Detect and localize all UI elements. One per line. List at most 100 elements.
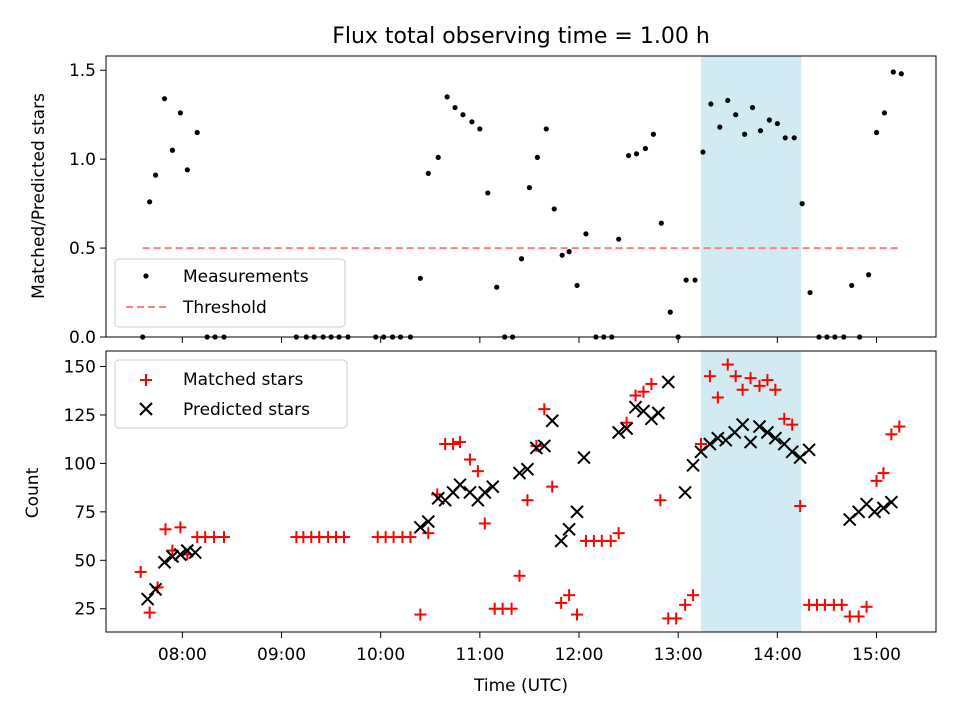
count-y-tick-label: 50 xyxy=(74,551,96,571)
measurement-point xyxy=(633,151,640,157)
highlight-span xyxy=(700,351,802,632)
predicted-marker-b xyxy=(686,458,700,473)
predicted-marker-b xyxy=(619,421,634,436)
matched-star-point xyxy=(134,565,147,578)
count-y-tick-label: 100 xyxy=(64,454,96,474)
predicted-star-point xyxy=(486,479,500,494)
x-tick-label: 10:00 xyxy=(356,645,405,665)
measurement-point xyxy=(435,154,441,160)
count-y-tick-label: 125 xyxy=(64,406,96,426)
matched-star-point xyxy=(870,474,883,487)
predicted-marker-b xyxy=(157,555,172,569)
x-tick-label: 12:00 xyxy=(555,645,604,665)
legend-matched-label: Matched stars xyxy=(183,370,303,390)
legend-predicted-marker xyxy=(139,402,153,416)
matched-star-point xyxy=(159,523,172,536)
predicted-marker-b xyxy=(431,491,445,505)
predicted-marker-b xyxy=(628,400,643,414)
predicted-marker-b xyxy=(735,417,750,432)
predicted-star-point xyxy=(520,462,535,476)
measurement-point xyxy=(890,69,896,75)
matched-star-point xyxy=(505,602,518,615)
predicted-marker-b xyxy=(188,545,202,560)
matched-star-point xyxy=(521,494,534,507)
matched-star-point xyxy=(538,403,551,416)
measurement-point xyxy=(725,97,731,104)
predicted-marker-b xyxy=(520,462,535,476)
measurement-point xyxy=(782,135,788,141)
measurement-point xyxy=(757,128,764,134)
ratio-y-tick-label: 1.5 xyxy=(69,61,96,81)
measurement-point xyxy=(873,129,880,136)
predicted-marker-b xyxy=(140,592,155,606)
measurement-point xyxy=(444,94,450,100)
measurement-point xyxy=(708,101,714,107)
predicted-star-point xyxy=(661,375,675,389)
predicted-marker-b xyxy=(529,441,544,455)
measurement-point xyxy=(742,131,748,137)
matched-star-point xyxy=(513,569,526,582)
ratio-legend: Measurements Threshold xyxy=(114,258,346,328)
predicted-star-point xyxy=(884,495,899,509)
matched-star-point xyxy=(670,612,683,625)
predicted-star-point xyxy=(876,501,891,515)
predicted-marker-b xyxy=(678,485,692,500)
predicted-marker-b xyxy=(777,437,791,451)
matched-star-point xyxy=(637,385,650,398)
predicted-marker-b xyxy=(752,419,767,434)
predicted-marker-b xyxy=(512,466,527,480)
ratio-plot-frame xyxy=(105,55,937,338)
matched-star-point xyxy=(852,610,865,623)
predicted-star-point xyxy=(735,417,750,432)
predicted-marker-b xyxy=(611,425,626,440)
predicted-star-point xyxy=(686,458,700,473)
measurement-point xyxy=(717,124,723,130)
count-y-tick-label: 25 xyxy=(74,600,96,620)
measurement-point xyxy=(551,206,557,212)
measurement-point xyxy=(807,289,813,296)
ratio-y-tick-label: 0.0 xyxy=(69,328,96,348)
measurement-point xyxy=(559,252,565,258)
count-legend: Matched stars Predicted stars xyxy=(114,359,348,429)
predicted-marker-b xyxy=(165,549,180,564)
matched-star-point xyxy=(744,372,757,385)
predicted-marker-b xyxy=(453,478,467,492)
measurement-point xyxy=(543,126,549,132)
predicted-star-point xyxy=(703,437,717,451)
predicted-star-point xyxy=(537,439,552,453)
matched-star-point xyxy=(414,608,427,621)
predicted-marker-b xyxy=(421,514,435,529)
matched-star-point xyxy=(218,531,231,544)
measurement-point xyxy=(518,256,525,262)
predicted-star-point xyxy=(760,425,775,440)
predicted-star-point xyxy=(711,431,725,445)
matched-star-point xyxy=(885,428,898,441)
matched-star-point xyxy=(463,453,476,466)
predicted-star-point xyxy=(752,419,767,434)
predicted-star-point xyxy=(529,441,544,455)
matched-star-point xyxy=(555,596,568,609)
predicted-star-point xyxy=(802,443,816,457)
predicted-marker-b xyxy=(554,534,568,548)
matched-star-point xyxy=(877,467,890,480)
predicted-star-point xyxy=(157,555,172,569)
matched-star-point xyxy=(612,527,625,540)
matched-star-point xyxy=(679,598,692,611)
matched-star-point xyxy=(694,438,707,451)
legend-matched-marker xyxy=(140,374,152,386)
predicted-marker-b xyxy=(577,450,591,465)
x-tick-label: 11:00 xyxy=(455,645,504,665)
predicted-star-point xyxy=(570,505,584,519)
legend-measurements-label: Measurements xyxy=(183,267,309,287)
predicted-marker-b xyxy=(884,495,899,509)
predicted-marker-b xyxy=(785,445,799,459)
measurement-point xyxy=(152,172,159,178)
matched-star-point xyxy=(530,439,543,452)
count-y-tick-label: 150 xyxy=(64,358,96,378)
x-axis-label: Time (UTC) xyxy=(473,676,568,696)
predicted-marker-b xyxy=(636,404,651,418)
matched-star-point xyxy=(654,494,667,507)
predicted-marker-b xyxy=(537,439,552,453)
predicted-star-point xyxy=(165,549,180,564)
matched-star-point xyxy=(860,600,873,613)
